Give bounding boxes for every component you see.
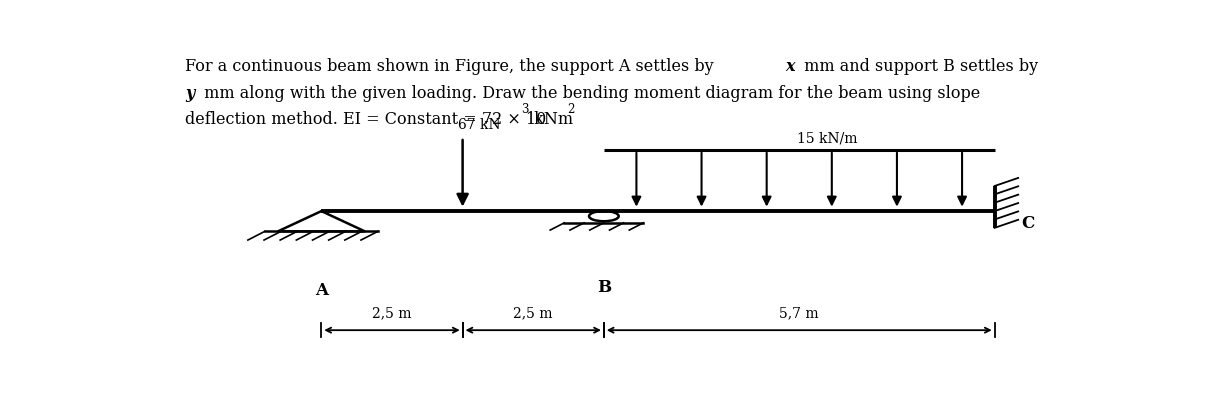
Text: C: C xyxy=(1021,215,1034,232)
Text: 67 kN: 67 kN xyxy=(458,118,501,132)
Text: deflection method. EI = Constant = 72 × 10: deflection method. EI = Constant = 72 × … xyxy=(185,111,546,128)
Text: B: B xyxy=(597,279,611,296)
Text: 2: 2 xyxy=(567,103,575,116)
Text: 2,5 m: 2,5 m xyxy=(514,306,553,320)
Text: mm and support B settles by: mm and support B settles by xyxy=(798,58,1038,75)
Text: 2,5 m: 2,5 m xyxy=(372,306,412,320)
Text: x: x xyxy=(786,58,795,75)
Text: 3: 3 xyxy=(521,103,529,116)
Text: 5,7 m: 5,7 m xyxy=(780,306,819,320)
Text: mm along with the given loading. Draw the bending moment diagram for the beam us: mm along with the given loading. Draw th… xyxy=(199,84,981,102)
Text: y: y xyxy=(185,84,194,102)
Text: 15 kN/m: 15 kN/m xyxy=(797,131,858,145)
Text: For a continuous beam shown in Figure, the support A settles by: For a continuous beam shown in Figure, t… xyxy=(185,58,718,75)
Text: A: A xyxy=(315,282,328,299)
Text: kNm: kNm xyxy=(530,111,573,128)
